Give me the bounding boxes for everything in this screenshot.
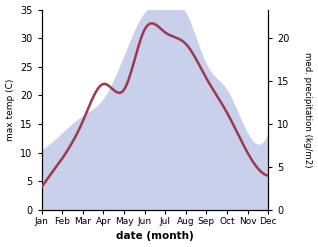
X-axis label: date (month): date (month) — [116, 231, 194, 242]
Y-axis label: med. precipitation (kg/m2): med. precipitation (kg/m2) — [303, 52, 313, 167]
Y-axis label: max temp (C): max temp (C) — [5, 79, 15, 141]
